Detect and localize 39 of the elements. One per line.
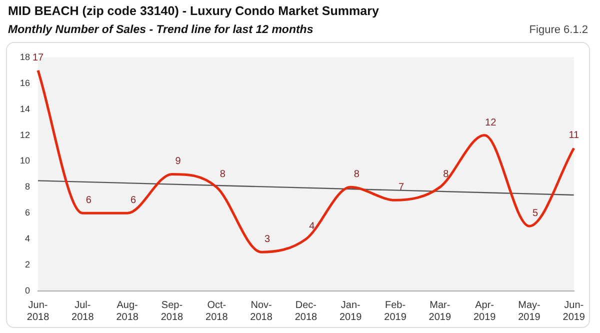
data-label: 4 [309, 221, 316, 232]
data-label: 8 [443, 169, 450, 180]
x-tick-label: Jul-2018 [72, 300, 94, 323]
data-label: 5 [532, 208, 538, 220]
data-label: 6 [86, 195, 92, 206]
x-tick-label: Nov-2018 [250, 300, 273, 323]
x-tick-label: Sep-2018 [160, 300, 184, 323]
data-label: 3 [264, 234, 271, 246]
data-label: 8 [354, 169, 360, 180]
y-tick-label: 16 [20, 78, 30, 88]
x-tick-label: Aug-2018 [116, 300, 139, 323]
data-label: 17 [32, 52, 44, 64]
x-tick-label: Jan-2019 [339, 300, 362, 323]
x-tick-label: Oct-2018 [206, 300, 228, 323]
y-tick-label: 2 [24, 260, 30, 270]
x-tick-label: Jun-2019 [562, 300, 586, 323]
y-tick-label: 14 [20, 104, 30, 114]
x-tick-label: May-2019 [518, 300, 541, 323]
x-tick-label: Jun-2018 [26, 300, 50, 323]
caption: Figure 6.1.2 [529, 24, 588, 36]
y-tick-label: 8 [24, 182, 30, 192]
y-tick-label: 4 [24, 234, 30, 244]
y-tick-label: 18 [20, 52, 30, 62]
x-tick-label: Dec-2018 [294, 300, 318, 323]
x-tick-label: Mar-2019 [428, 300, 452, 323]
y-tick-label: 12 [20, 130, 30, 140]
data-label: 9 [175, 156, 182, 168]
data-label: 8 [220, 169, 226, 180]
data-label: 12 [485, 117, 497, 128]
y-tick-label: 6 [24, 208, 30, 218]
data-label: 6 [130, 195, 137, 206]
y-tick-label: 10 [20, 156, 30, 166]
y-tick-label: 0 [24, 285, 30, 296]
data-label: 11 [568, 130, 580, 142]
data-label: 7 [398, 182, 404, 194]
x-tick-label: Feb-2019 [384, 300, 407, 323]
chart-title: MID BEACH (zip code 33140) - Luxury Condo Market Summary [8, 4, 379, 18]
x-tick-label: Apr-2019 [473, 300, 496, 323]
chart-subtitle: Monthly Number of Sales - Trend line for last 12 months [8, 24, 314, 36]
